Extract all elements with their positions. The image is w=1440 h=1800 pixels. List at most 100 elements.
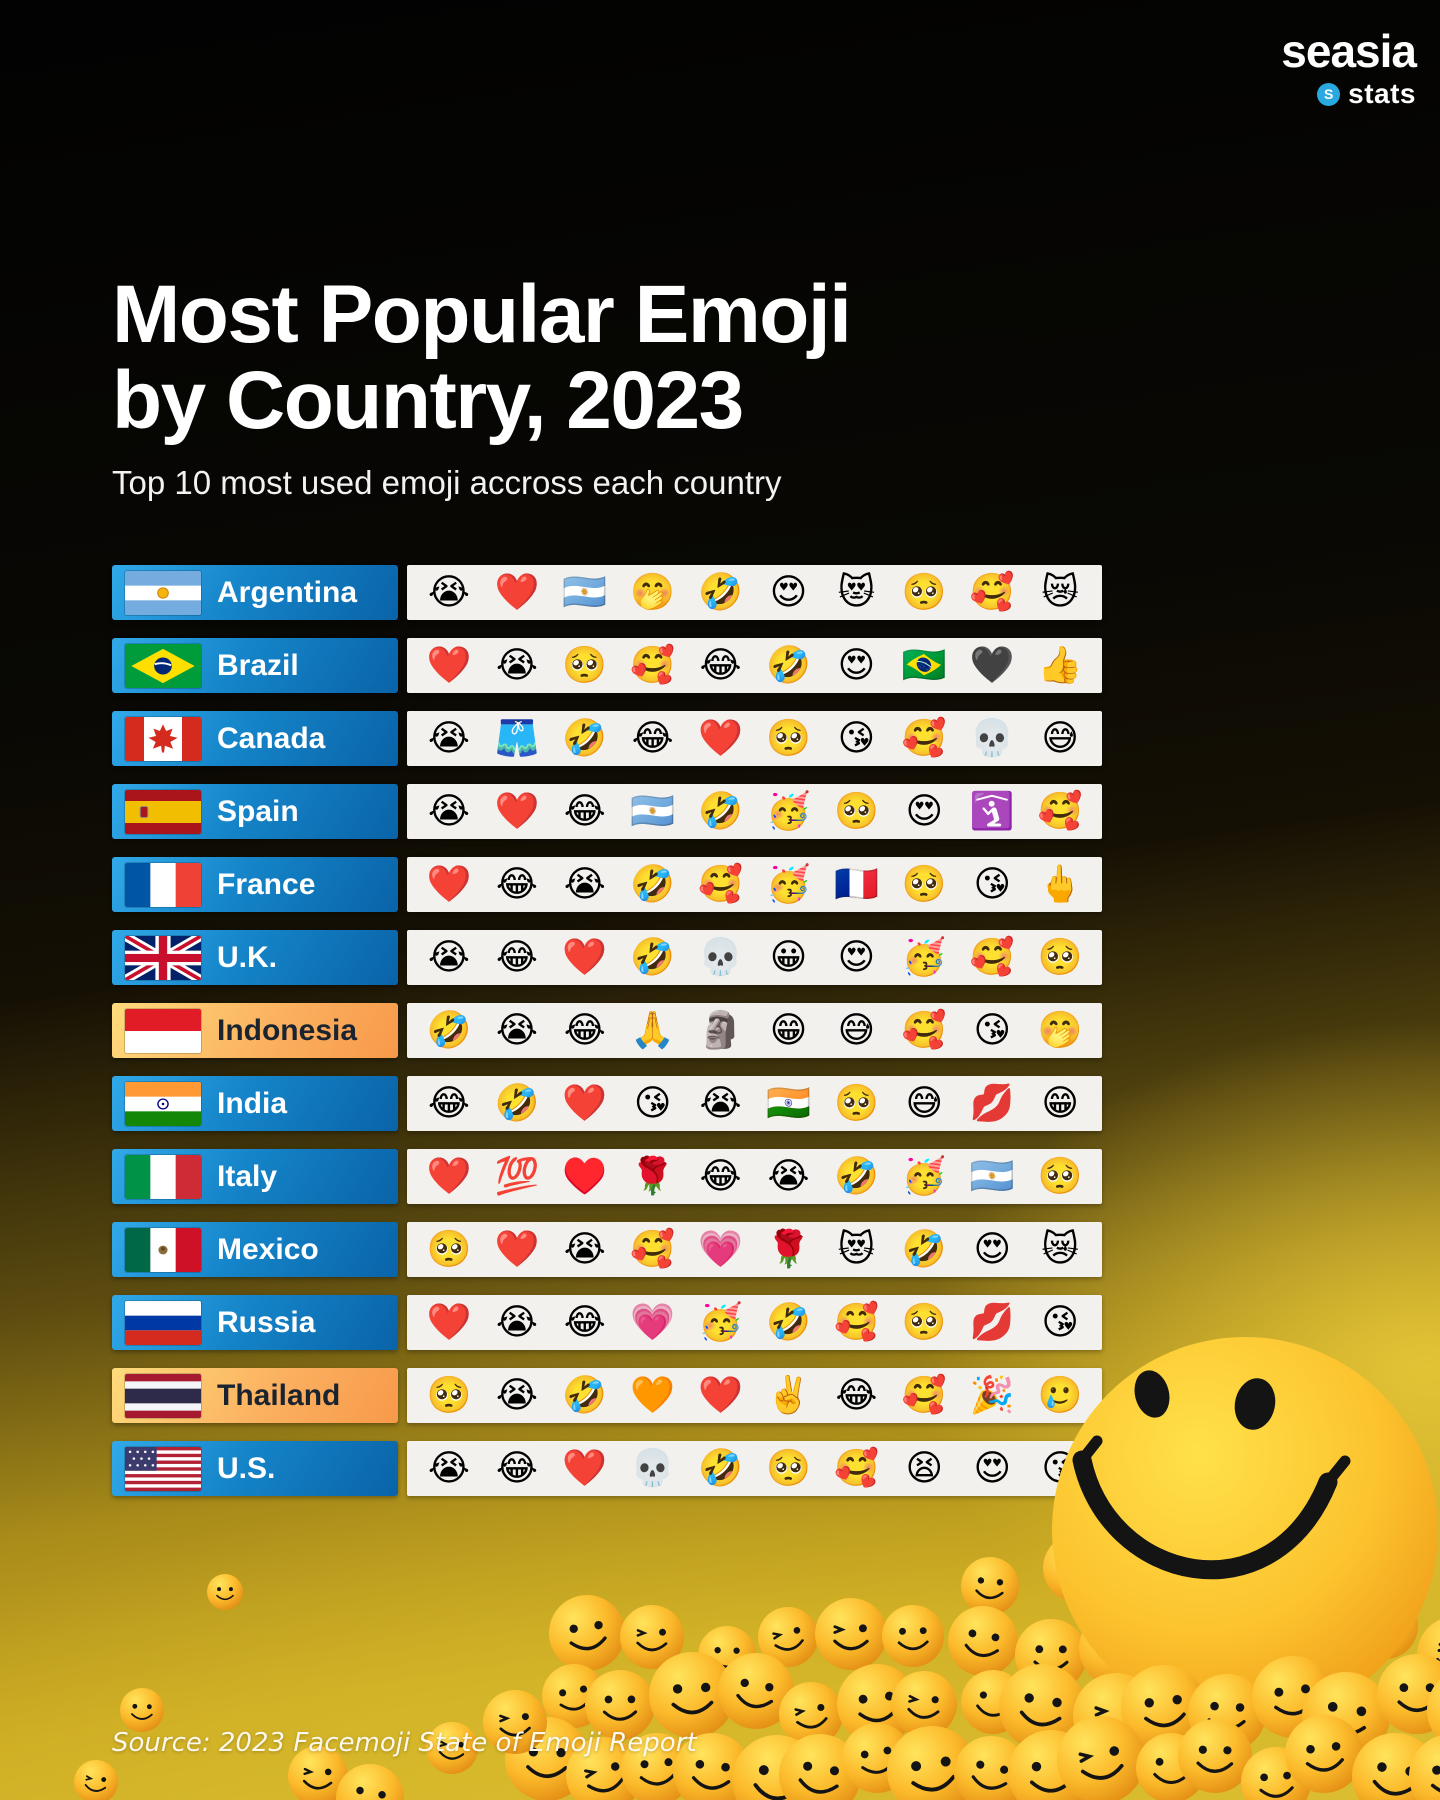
emoji-cell: ❤️ [494, 1228, 540, 1270]
emoji-cell: 😂 [563, 1009, 606, 1051]
emoji-cell: 🥳 [766, 863, 811, 905]
emoji-cell: 🤣 [698, 1447, 743, 1489]
emoji-cell: 😿 [1041, 571, 1079, 613]
emoji-cell: 😂 [563, 790, 606, 832]
emoji-cell: 🤭 [630, 571, 676, 613]
country-name: Brazil [217, 648, 299, 682]
emoji-cell: 🖤 [969, 644, 1015, 686]
country-name: Indonesia [217, 1013, 358, 1047]
emoji-cell: 🥺 [901, 1301, 947, 1343]
emoji-row: 😭 😂 ❤️ 💀 🤣 🥺 🥰 😫 😍 😘 [407, 1441, 1102, 1496]
emoji-cell: 🥰 [901, 1009, 947, 1051]
emoji-cell: 🥰 [901, 717, 947, 759]
country-name: Italy [217, 1159, 278, 1193]
country-label-uk: U.K. [112, 930, 398, 985]
country-label-indonesia: Indonesia [112, 1003, 398, 1058]
table-row: Canada 😭 🩳 🤣 😂 ❤️ 🥺 😘 🥰 💀 😅 [112, 711, 1102, 766]
emoji-cell: 🤣 [494, 1082, 540, 1124]
emoji-cell: ❤️ [698, 717, 743, 759]
emoji-cell: 🇫🇷 [833, 863, 879, 905]
emoji-cell: 🥰 [969, 936, 1015, 978]
emoji-cell: 😫 [905, 1447, 944, 1489]
emoji-cell: ❤️ [562, 1447, 608, 1489]
emoji-cell: 🥰 [1037, 790, 1083, 832]
emoji-cell: 🤣 [901, 1228, 947, 1270]
emoji-cell: 😭 [563, 863, 606, 905]
emoji-cell: 😭 [427, 936, 470, 978]
emoji-cell: 🤣 [562, 717, 608, 759]
emoji-row: ❤️ 💯 ♥️ 🌹 😂 😭 🤣 🥳 🇦🇷 🥺 [407, 1149, 1102, 1204]
emoji-cell: 😍 [973, 1447, 1011, 1489]
emoji-cell: ❤️ [562, 1082, 608, 1124]
emoji-cell: 😂 [699, 1155, 742, 1197]
emoji-cell: 🥺 [766, 1447, 811, 1489]
emoji-cell: 💀 [969, 717, 1015, 759]
emoji-cell: 🌹 [766, 1228, 811, 1270]
emoji-cell: 💋 [969, 1301, 1015, 1343]
emoji-cell: 😅 [905, 1082, 944, 1124]
source-note: Source: 2023 Facemoji State of Emoji Rep… [112, 1728, 697, 1758]
emoji-cell: ♥️ [562, 1155, 608, 1197]
table-row: Thailand 🥺 😭 🤣 🧡 ❤️ ✌️ 😂 🥰 🎉 🥲 [112, 1368, 1102, 1423]
emoji-cell: 😘 [633, 1082, 672, 1124]
italy-flag-icon [125, 1155, 201, 1199]
emoji-cell: 🤣 [562, 1374, 608, 1416]
emoji-cell: 🇧🇷 [901, 644, 947, 686]
emoji-row: ❤️ 😭 🥺 🥰 😂 🤣 😍 🇧🇷 🖤 👍 [407, 638, 1102, 693]
emoji-cell: 🥳 [901, 1155, 947, 1197]
spain-flag-icon [125, 790, 201, 834]
emoji-row: ❤️ 😂 😭 🤣 🥰 🥳 🇫🇷 🥺 😘 🖕 [407, 857, 1102, 912]
country-name: Russia [217, 1305, 316, 1339]
country-label-spain: Spain [112, 784, 398, 839]
emoji-cell: 😂 [495, 863, 538, 905]
emoji-row: 😂 🤣 ❤️ 😘 😭 🇮🇳 🥺 😅 💋 😁 [407, 1076, 1102, 1131]
country-name: France [217, 867, 316, 901]
uk-flag-icon [125, 936, 201, 980]
emoji-cell: ❤️ [426, 1155, 472, 1197]
country-name: India [217, 1086, 288, 1120]
emoji-row: 🤣 😭 😂 🙏 🗿 😁 😅 🥰 😘 🤭 [407, 1003, 1102, 1058]
emoji-cell: 😭 [427, 790, 470, 832]
emoji-cell: 😍 [769, 571, 808, 613]
emoji-cell: 🥺 [833, 790, 879, 832]
emoji-cell: 🧡 [630, 1374, 676, 1416]
emoji-cell: 😂 [495, 1447, 538, 1489]
mexico-flag-icon [125, 1228, 201, 1272]
emoji-cell: 😅 [837, 1009, 876, 1051]
emoji-row: 😭 ❤️ 🇦🇷 🤭 🤣 😍 😻 🥺 🥰 😿 [407, 565, 1102, 620]
emoji-cell: 😁 [1041, 1082, 1079, 1124]
smiley-ball-pile-illustration [74, 1337, 1440, 1800]
country-label-argentina: Argentina [112, 565, 398, 620]
emoji-cell: 🥺 [833, 1082, 879, 1124]
emoji-cell: 🤣 [630, 863, 676, 905]
emoji-cell: 😂 [427, 1082, 470, 1124]
country-label-thailand: Thailand [112, 1368, 398, 1423]
emoji-cell: 🤣 [698, 790, 743, 832]
emoji-cell: 🥰 [630, 644, 676, 686]
seasia-stats-text: stats [1348, 78, 1416, 109]
emoji-row: 🥺 😭 🤣 🧡 ❤️ ✌️ 😂 🥰 🎉 🥲 [407, 1368, 1102, 1423]
emoji-cell: 😍 [973, 1228, 1011, 1270]
country-label-mexico: Mexico [112, 1222, 398, 1277]
table-row: Brazil ❤️ 😭 🥺 🥰 😂 🤣 😍 🇧🇷 🖤 👍 [112, 638, 1102, 693]
emoji-cell: 👍 [1037, 644, 1083, 686]
emoji-row: 🥺 ❤️ 😭 🥰 💗 🌹 😻 🤣 😍 😿 [407, 1222, 1102, 1277]
emoji-cell: 😂 [699, 644, 742, 686]
emoji-cell: 🙏 [630, 1009, 676, 1051]
emoji-cell: 😭 [495, 644, 538, 686]
emoji-cell: 🥺 [901, 863, 947, 905]
emoji-cell: ❤️ [426, 644, 472, 686]
emoji-cell: 🥰 [833, 1447, 879, 1489]
emoji-cell: ❤️ [494, 571, 540, 613]
emoji-cell: 😘 [973, 863, 1011, 905]
emoji-cell: 😍 [905, 790, 944, 832]
emoji-cell: ❤️ [494, 790, 540, 832]
seasia-stats-icon: S [1317, 82, 1341, 106]
country-label-italy: Italy [112, 1149, 398, 1204]
emoji-cell: 🤭 [1037, 1009, 1083, 1051]
emoji-cell: 😍 [837, 936, 876, 978]
emoji-cell: 🖕 [1037, 863, 1083, 905]
emoji-cell: 🥲 [1037, 1374, 1083, 1416]
emoji-cell: ❤️ [562, 936, 608, 978]
emoji-cell: 🤣 [766, 644, 811, 686]
